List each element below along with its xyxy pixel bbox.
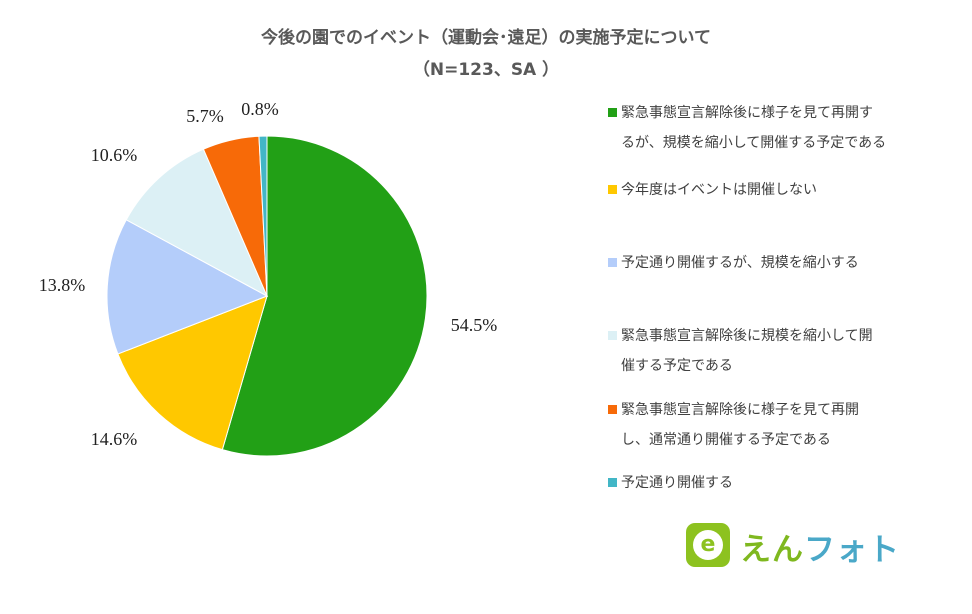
pie-chart: 54.5% 14.6% 13.8% 10.6% 5.7% 0.8% [39, 99, 498, 457]
pie-slice-label: 0.8% [241, 99, 279, 119]
pie-slice-label: 13.8% [39, 275, 86, 295]
logo-wordmark: えんフォト [740, 524, 900, 569]
enphoto-logo: e えんフォト [686, 521, 916, 571]
chart-title-line: 今後の園でのイベント（運動会･遠足）の実施予定について [261, 28, 711, 48]
pie-slice [221, 135, 428, 457]
legend-label: 催する予定である [621, 358, 733, 374]
legend-swatch [608, 405, 617, 414]
logo-badge-letter: e [693, 530, 723, 560]
legend-swatch [608, 108, 617, 117]
legend-swatch [608, 185, 617, 194]
pie-labels: 54.5% 14.6% 13.8% 10.6% 5.7% 0.8% [39, 99, 498, 449]
legend-item: 緊急事態宣言解除後に様子を見て再開 し、通常通り開催する予定である [608, 395, 938, 455]
logo-wordmark-part2: フォト [804, 532, 900, 568]
legend-label: 緊急事態宣言解除後に規模を縮小して開 [621, 328, 873, 344]
legend-item: 予定通り開催する [608, 468, 938, 498]
pie-slice-label: 14.6% [91, 429, 138, 449]
legend-item: 今年度はイベントは開催しない [608, 175, 938, 205]
chart-title: 今後の園でのイベント（運動会･遠足）の実施予定について （N=123、SA ） [0, 22, 972, 86]
pie-slice [117, 295, 268, 451]
legend-swatch [608, 258, 617, 267]
legend-item: 緊急事態宣言解除後に規模を縮小して開 催する予定である [608, 321, 938, 381]
pie-slice-label: 10.6% [91, 145, 138, 165]
legend-label: 緊急事態宣言解除後に様子を見て再開す [621, 105, 873, 121]
pie-slice-label: 54.5% [451, 315, 498, 335]
legend-label: るが、規模を縮小して開催する予定である [621, 135, 887, 151]
logo-badge-icon: e [686, 523, 730, 567]
legend-label: 今年度はイベントは開催しない [621, 182, 817, 198]
legend-label: 緊急事態宣言解除後に様子を見て再開 [621, 402, 859, 418]
legend-item: 予定通り開催するが、規模を縮小する [608, 248, 938, 278]
pie-slice-label: 5.7% [186, 106, 224, 126]
pie-slice [106, 219, 269, 355]
legend-swatch [608, 331, 617, 340]
pie-slices [106, 135, 428, 457]
legend-item: 緊急事態宣言解除後に様子を見て再開す るが、規模を縮小して開催する予定である [608, 98, 938, 158]
pie-slice [125, 148, 269, 298]
legend-label: し、通常通り開催する予定である [621, 432, 831, 448]
chart-subtitle: （N=123、SA ） [412, 60, 560, 80]
legend-swatch [608, 478, 617, 487]
pie-slice [258, 135, 268, 297]
legend-label: 予定通り開催する [621, 475, 733, 491]
logo-wordmark-part1: えん [740, 532, 804, 568]
legend-label: 予定通り開催するが、規模を縮小する [621, 255, 859, 271]
